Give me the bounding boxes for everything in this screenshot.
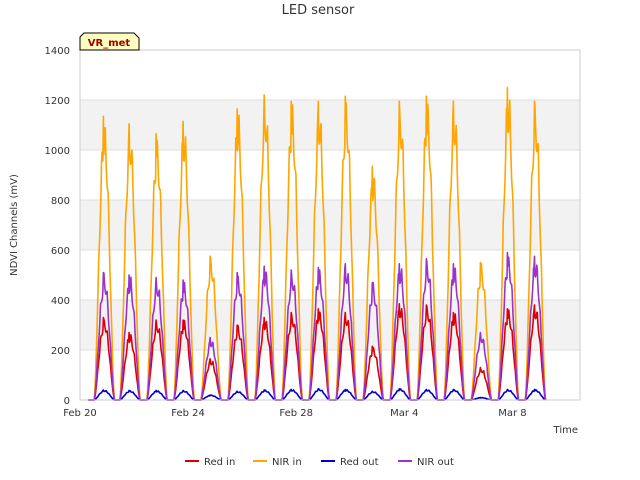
y-tick-label: 1200 xyxy=(45,96,70,107)
vr-met-badge: VR_met xyxy=(79,32,140,51)
band-2 xyxy=(80,100,580,150)
y-tick-label: 1000 xyxy=(45,146,70,157)
series-lines xyxy=(88,86,547,401)
series-line-nir-in xyxy=(88,86,547,401)
x-tick-label: Feb 24 xyxy=(171,408,205,419)
legend-label: NIR out xyxy=(417,457,454,468)
x-tick-label: Mar 8 xyxy=(498,408,526,419)
legend-label: Red in xyxy=(204,457,235,468)
y-tick-label: 600 xyxy=(51,246,70,257)
x-tick-label: Feb 20 xyxy=(63,408,97,419)
legend-label: Red out xyxy=(340,457,379,468)
vr-met-badge-text: VR_met xyxy=(88,38,131,49)
y-axis-label: NDVI Channels (mV) xyxy=(9,174,20,276)
y-tick-label: 800 xyxy=(51,196,70,207)
background-bands xyxy=(80,100,580,350)
chart-title: LED sensor xyxy=(282,3,355,18)
x-axis-label: Time xyxy=(553,425,578,436)
series-line-nir-out xyxy=(88,251,547,401)
plot-frame xyxy=(79,49,581,401)
y-tick-label: 0 xyxy=(64,396,70,407)
x-tick-labels: Feb 20 Feb 24 Feb 28 Mar 4 Mar 8 xyxy=(63,408,526,419)
y-tick-label: 1400 xyxy=(45,46,70,57)
y-tick-label: 400 xyxy=(51,296,70,307)
y-tick-label: 200 xyxy=(51,346,70,357)
y-tick-labels: 0 200 400 600 800 1000 1200 1400 xyxy=(45,46,70,407)
band-1 xyxy=(80,200,580,250)
series-line-red-out xyxy=(88,388,546,401)
legend: Red in NIR in Red out NIR out xyxy=(185,457,454,468)
legend-label: NIR in xyxy=(272,457,302,468)
x-tick-label: Feb 28 xyxy=(279,408,313,419)
vr-met-badge-shape xyxy=(79,32,140,51)
series-line-red-in xyxy=(88,303,547,401)
x-tick-label: Mar 4 xyxy=(390,408,418,419)
